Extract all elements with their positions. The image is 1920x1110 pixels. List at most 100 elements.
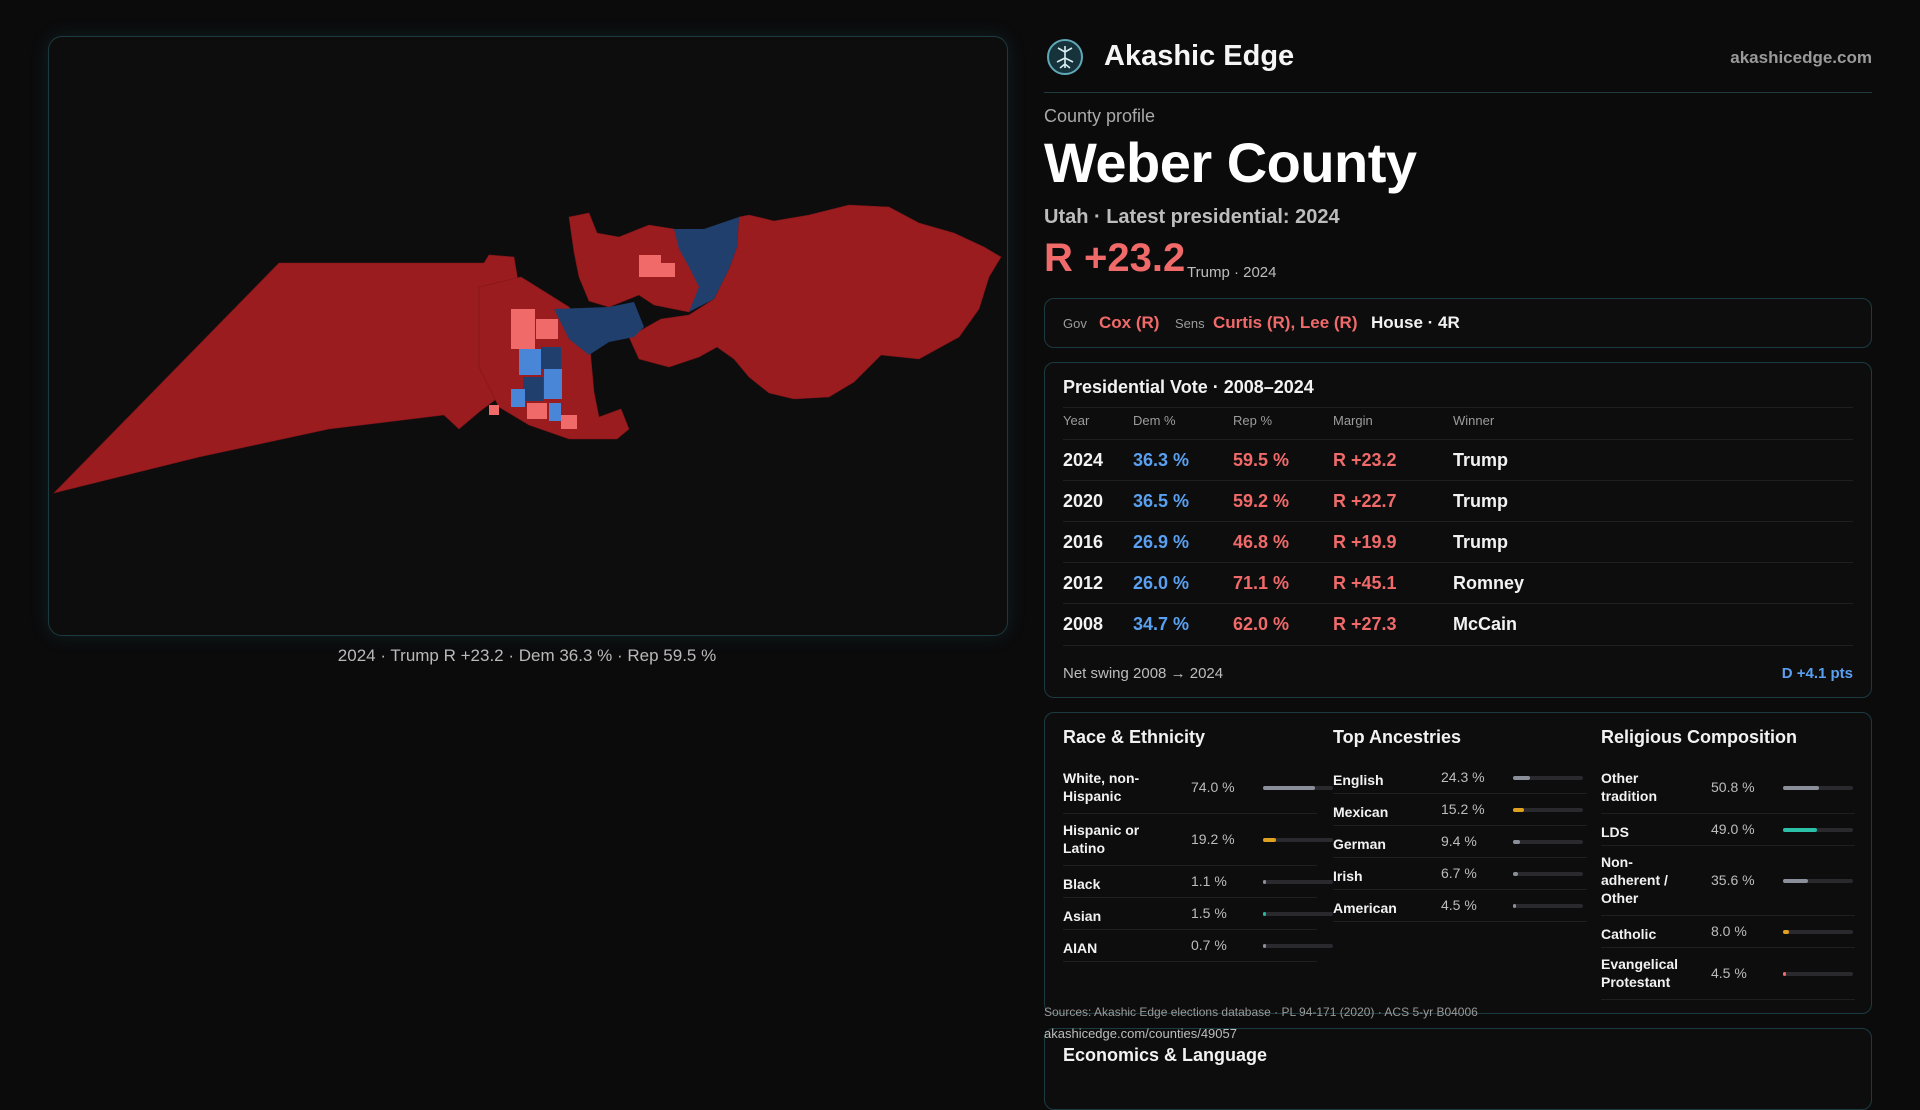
dem-cell: 34.7 % bbox=[1133, 614, 1190, 634]
map-precinct[interactable] bbox=[541, 347, 561, 369]
divider bbox=[1333, 857, 1587, 858]
year-cell: 2012 bbox=[1063, 573, 1104, 593]
net-swing-value: D +4.1 pts bbox=[1781, 665, 1853, 682]
demographic-bar-track bbox=[1513, 872, 1583, 876]
demographic-name: AIAN bbox=[1063, 940, 1098, 956]
margin-cell: R +27.3 bbox=[1333, 614, 1397, 634]
demographic-bar-track bbox=[1783, 879, 1853, 883]
dem-cell: 36.3 % bbox=[1133, 450, 1190, 470]
county-map-panel[interactable] bbox=[48, 36, 1008, 636]
demographic-bar-fill bbox=[1513, 776, 1530, 780]
map-precinct[interactable] bbox=[544, 369, 562, 399]
demographic-bar-track bbox=[1513, 904, 1583, 908]
divider bbox=[1063, 645, 1853, 646]
demographic-bar-fill bbox=[1513, 808, 1524, 812]
demographic-bar-fill bbox=[1513, 840, 1520, 844]
divider bbox=[1063, 407, 1853, 408]
presidential-title: Presidential Vote · 2008–2024 bbox=[1063, 377, 1314, 397]
rep-cell: 71.1 % bbox=[1233, 573, 1290, 593]
map-precinct[interactable] bbox=[489, 405, 499, 415]
table-row[interactable]: 2020 36.5 % 59.2 % R +22.7 Trump bbox=[1063, 480, 1853, 522]
map-precinct[interactable] bbox=[519, 349, 541, 375]
demographic-name: Evangelical Protestant bbox=[1601, 956, 1679, 990]
demographic-bar-track bbox=[1263, 944, 1333, 948]
divider bbox=[1063, 961, 1317, 962]
demographic-bar-fill bbox=[1263, 786, 1315, 790]
map-region-west[interactable] bbox=[53, 254, 520, 494]
col-header-year: Year bbox=[1063, 413, 1090, 428]
demographic-name: White, non-Hispanic bbox=[1063, 770, 1140, 804]
demographic-bar-track bbox=[1783, 972, 1853, 976]
demographic-percent: 1.1 % bbox=[1191, 873, 1227, 889]
demographic-row: Mexican 15.2 % bbox=[1333, 801, 1583, 820]
winner-cell: McCain bbox=[1453, 614, 1518, 634]
map-precinct[interactable] bbox=[511, 309, 535, 349]
demographic-bar-fill bbox=[1513, 904, 1517, 908]
page-eyebrow: County profile bbox=[1044, 106, 1156, 126]
gov-value: Cox (R) bbox=[1099, 313, 1160, 332]
demographic-bar-track bbox=[1513, 808, 1583, 812]
demographic-name: Mexican bbox=[1333, 804, 1389, 820]
map-precinct[interactable] bbox=[549, 403, 561, 421]
divider bbox=[1601, 845, 1855, 846]
demographic-bar-track bbox=[1513, 840, 1583, 844]
rep-cell: 59.5 % bbox=[1233, 450, 1290, 470]
rep-cell: 62.0 % bbox=[1233, 614, 1290, 634]
divider bbox=[1601, 947, 1855, 948]
map-precinct[interactable] bbox=[511, 389, 525, 407]
demographic-percent: 6.7 % bbox=[1441, 865, 1477, 881]
demographics-card: Race & Ethnicity Top Ancestries Religiou… bbox=[1044, 712, 1872, 1014]
divider bbox=[1333, 889, 1587, 890]
demographic-bar-track bbox=[1263, 838, 1333, 842]
sources-note: Sources: Akashic Edge elections database… bbox=[1044, 1005, 1478, 1019]
presidential-vote-card: Presidential Vote · 2008–2024 Year Dem %… bbox=[1044, 362, 1872, 698]
sens-label: Sens bbox=[1175, 316, 1205, 331]
map-precinct[interactable] bbox=[523, 377, 543, 401]
divider bbox=[1063, 813, 1317, 814]
demographic-percent: 19.2 % bbox=[1191, 831, 1235, 847]
table-row[interactable]: 2024 36.3 % 59.5 % R +23.2 Trump bbox=[1063, 439, 1853, 481]
map-precinct[interactable] bbox=[639, 255, 661, 277]
dem-cell: 26.9 % bbox=[1133, 532, 1190, 552]
demographic-percent: 15.2 % bbox=[1441, 801, 1485, 817]
tree-icon[interactable] bbox=[1046, 38, 1084, 76]
site-link[interactable]: akashicedge.com bbox=[1730, 48, 1872, 67]
demographic-row: Irish 6.7 % bbox=[1333, 865, 1583, 884]
winner-cell: Trump bbox=[1453, 491, 1509, 511]
margin-cell: R +19.9 bbox=[1333, 532, 1397, 552]
demographic-row: White, non-Hispanic 74.0 % bbox=[1063, 769, 1333, 807]
demographic-percent: 74.0 % bbox=[1191, 779, 1235, 795]
map-precinct[interactable] bbox=[561, 415, 577, 429]
source-url[interactable]: akashicedge.com/counties/49057 bbox=[1044, 1026, 1237, 1041]
map-caption: 2024 · Trump R +23.2 · Dem 36.3 % · Rep … bbox=[337, 646, 717, 665]
demographic-row: Evangelical Protestant 4.5 % bbox=[1601, 955, 1853, 993]
map-precinct[interactable] bbox=[536, 319, 558, 339]
county-precinct-map[interactable] bbox=[49, 37, 1007, 635]
demographic-name: Asian bbox=[1063, 908, 1102, 924]
religion-title: Religious Composition bbox=[1601, 727, 1797, 747]
demographic-name: Hispanic or Latino bbox=[1063, 822, 1140, 856]
divider bbox=[1333, 793, 1587, 794]
demographic-percent: 24.3 % bbox=[1441, 769, 1485, 785]
demographic-row: Non-adherent / Other 35.6 % bbox=[1601, 853, 1853, 909]
col-header-margin: Margin bbox=[1333, 413, 1373, 428]
brand-name[interactable]: Akashic Edge bbox=[1104, 40, 1295, 72]
demographic-row: American 4.5 % bbox=[1333, 897, 1583, 916]
demographic-row: Catholic 8.0 % bbox=[1601, 923, 1853, 942]
table-row[interactable]: 2016 26.9 % 46.8 % R +19.9 Trump bbox=[1063, 521, 1853, 563]
demographic-name: Non-adherent / Other bbox=[1601, 854, 1668, 906]
table-row[interactable]: 2012 26.0 % 71.1 % R +45.1 Romney bbox=[1063, 562, 1853, 604]
demographic-row: English 24.3 % bbox=[1333, 769, 1583, 788]
rep-cell: 46.8 % bbox=[1233, 532, 1290, 552]
demographic-bar-fill bbox=[1513, 872, 1518, 876]
map-region-east[interactable] bbox=[628, 204, 1002, 400]
officeholders-bar: Gov Cox (R) Sens Curtis (R), Lee (R) Hou… bbox=[1044, 298, 1872, 348]
table-row[interactable]: 2008 34.7 % 62.0 % R +27.3 McCain bbox=[1063, 603, 1853, 645]
demographic-bar-fill bbox=[1263, 912, 1266, 916]
map-region-dem-east[interactable] bbox=[674, 217, 739, 312]
divider bbox=[1063, 865, 1317, 866]
map-region-dem-mid[interactable] bbox=[554, 302, 644, 355]
map-precinct[interactable] bbox=[527, 403, 547, 419]
map-precinct[interactable] bbox=[661, 263, 675, 277]
demographic-name: LDS bbox=[1601, 824, 1629, 840]
